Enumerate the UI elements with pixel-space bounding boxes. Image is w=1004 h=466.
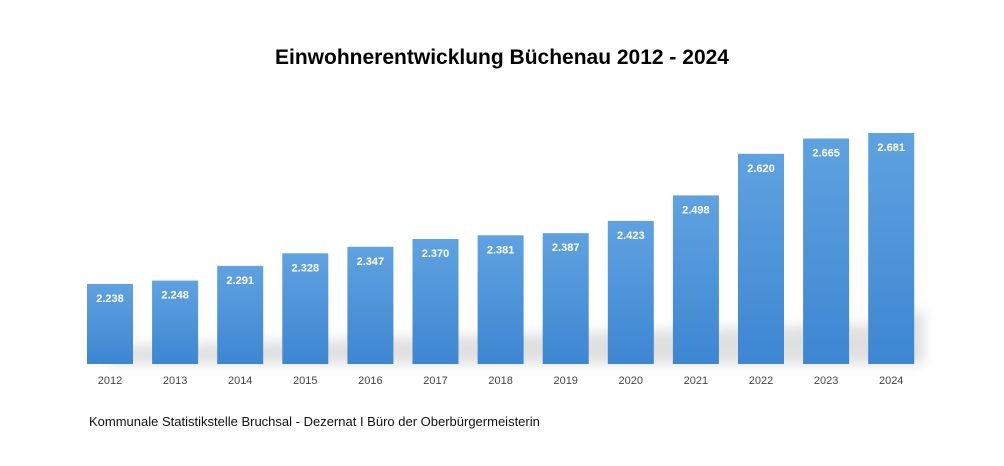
value-label-2015: 2.328 xyxy=(292,262,320,274)
value-label-2018: 2.381 xyxy=(487,244,515,256)
bar-2017 xyxy=(412,239,459,364)
bar-2012 xyxy=(87,284,133,364)
bar-2019 xyxy=(542,233,589,364)
source-note: Kommunale Statistikstelle Bruchsal - Dez… xyxy=(89,414,540,429)
x-tick-2023: 2023 xyxy=(814,375,838,387)
value-labels-layer: 2.238 2.248 2.291 2.328 2.347 2.370 2.381 2.387… xyxy=(96,142,905,305)
bars-layer xyxy=(87,133,915,364)
x-axis-ticks: 2012 2013 2014 2015 2016 2017 2018 2019 2020 2021… xyxy=(98,375,904,387)
x-tick-2014: 2014 xyxy=(228,375,252,387)
x-tick-2012: 2012 xyxy=(98,375,122,387)
x-tick-2015: 2015 xyxy=(293,375,317,387)
x-tick-2016: 2016 xyxy=(358,375,382,387)
bar-2014 xyxy=(217,265,264,364)
value-label-2014: 2.291 xyxy=(226,275,254,287)
x-tick-2018: 2018 xyxy=(488,375,512,387)
value-label-2012: 2.238 xyxy=(96,293,124,305)
value-label-2017: 2.370 xyxy=(422,248,450,260)
value-label-2024: 2.681 xyxy=(877,142,905,154)
x-tick-2024: 2024 xyxy=(879,375,903,387)
x-tick-2013: 2013 xyxy=(163,375,187,387)
bar-2021 xyxy=(672,195,719,364)
bar-2023 xyxy=(803,138,850,364)
x-tick-2017: 2017 xyxy=(423,375,447,387)
value-label-2019: 2.387 xyxy=(552,242,580,254)
x-tick-2020: 2020 xyxy=(619,375,643,387)
bar-2016 xyxy=(347,246,394,364)
value-label-2020: 2.423 xyxy=(617,230,645,242)
x-tick-2022: 2022 xyxy=(749,375,773,387)
value-label-2021: 2.498 xyxy=(682,204,710,216)
bar-2013 xyxy=(152,280,199,364)
bar-2018 xyxy=(477,235,524,364)
bar-2022 xyxy=(738,153,784,364)
value-label-2013: 2.248 xyxy=(161,290,189,302)
value-label-2022: 2.620 xyxy=(747,163,775,175)
x-tick-2019: 2019 xyxy=(553,375,577,387)
x-tick-2021: 2021 xyxy=(684,375,708,387)
bar-2015 xyxy=(282,253,329,364)
value-label-2016: 2.347 xyxy=(357,256,385,268)
bar-2024 xyxy=(868,133,915,364)
value-label-2023: 2.665 xyxy=(812,148,840,160)
bar-2020 xyxy=(607,220,654,364)
chart-title: Einwohnerentwicklung Büchenau 2012 - 202… xyxy=(275,46,729,69)
